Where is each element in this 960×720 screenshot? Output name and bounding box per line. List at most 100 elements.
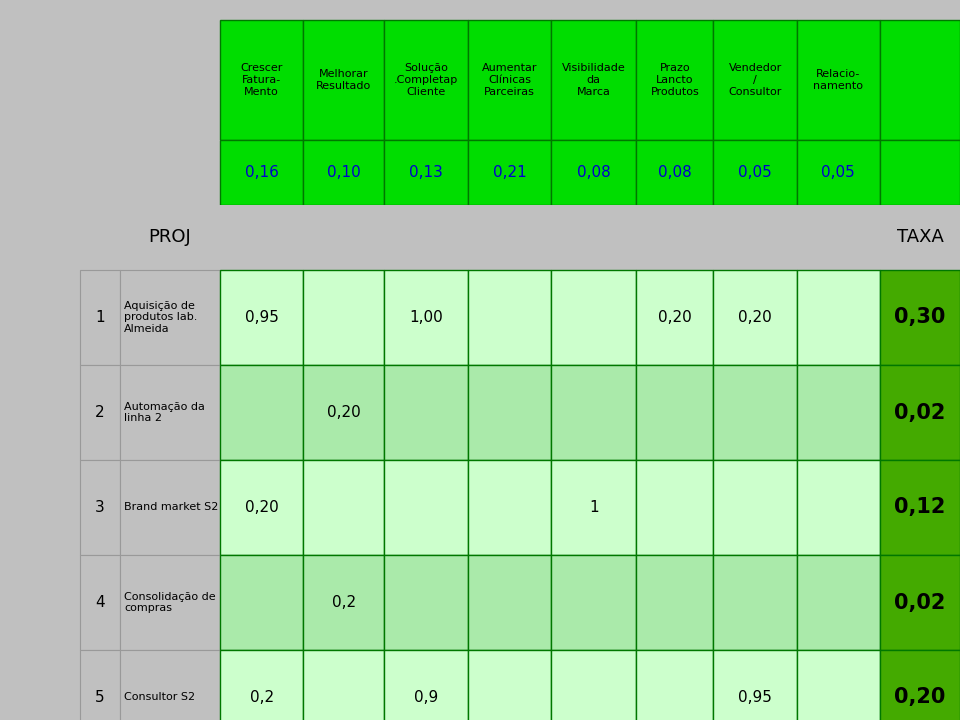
- Bar: [120, 555, 220, 650]
- Bar: [120, 270, 220, 365]
- Bar: [797, 555, 880, 650]
- Text: Brand market S2: Brand market S2: [124, 503, 218, 513]
- Text: Visibilidade
da
Marca: Visibilidade da Marca: [562, 63, 626, 96]
- Bar: [80, 270, 120, 365]
- Bar: [880, 650, 960, 720]
- Bar: [120, 205, 220, 270]
- Text: Crescer
Fatura-
Mento: Crescer Fatura- Mento: [240, 63, 283, 96]
- Bar: [468, 460, 551, 555]
- Bar: [385, 650, 468, 720]
- Text: 0,08: 0,08: [658, 165, 692, 180]
- Bar: [636, 650, 713, 720]
- Text: 0,21: 0,21: [492, 165, 526, 180]
- Bar: [551, 555, 636, 650]
- Text: 1,00: 1,00: [409, 310, 443, 325]
- Bar: [385, 140, 468, 205]
- Text: 0,05: 0,05: [822, 165, 855, 180]
- Bar: [303, 650, 385, 720]
- Bar: [220, 205, 303, 270]
- Bar: [551, 140, 636, 205]
- Bar: [303, 555, 385, 650]
- Bar: [303, 140, 385, 205]
- Bar: [468, 555, 551, 650]
- Bar: [713, 650, 797, 720]
- Bar: [713, 460, 797, 555]
- Text: 0,20: 0,20: [738, 310, 772, 325]
- Bar: [303, 270, 385, 365]
- Bar: [636, 205, 713, 270]
- Bar: [713, 270, 797, 365]
- Text: 0,2: 0,2: [332, 595, 356, 610]
- Bar: [220, 270, 303, 365]
- Bar: [220, 140, 303, 205]
- Bar: [797, 20, 880, 140]
- Bar: [551, 365, 636, 460]
- Text: 0,12: 0,12: [895, 498, 946, 518]
- Text: 2: 2: [95, 405, 105, 420]
- Bar: [636, 270, 713, 365]
- Text: TAXA: TAXA: [897, 228, 944, 246]
- Bar: [468, 205, 551, 270]
- Text: Aquisição de
produtos lab.
Almeida: Aquisição de produtos lab. Almeida: [124, 301, 198, 334]
- Bar: [713, 20, 797, 140]
- Text: 0,9: 0,9: [414, 690, 439, 705]
- Bar: [220, 460, 303, 555]
- Text: Automação da
linha 2: Automação da linha 2: [124, 402, 204, 423]
- Bar: [80, 650, 120, 720]
- Bar: [385, 365, 468, 460]
- Text: 0,95: 0,95: [245, 310, 278, 325]
- Text: Solução
.Completap
Cliente: Solução .Completap Cliente: [394, 63, 458, 96]
- Bar: [303, 20, 385, 140]
- Bar: [880, 140, 960, 205]
- Bar: [713, 555, 797, 650]
- Bar: [120, 650, 220, 720]
- Bar: [385, 20, 468, 140]
- Bar: [797, 270, 880, 365]
- Text: 0,02: 0,02: [895, 402, 946, 423]
- Text: 0,02: 0,02: [895, 593, 946, 613]
- Bar: [797, 365, 880, 460]
- Bar: [120, 365, 220, 460]
- Bar: [636, 365, 713, 460]
- Bar: [220, 365, 303, 460]
- Bar: [80, 20, 220, 140]
- Text: 0,16: 0,16: [245, 165, 278, 180]
- Bar: [385, 460, 468, 555]
- Bar: [303, 460, 385, 555]
- Text: 0,30: 0,30: [895, 307, 946, 328]
- Text: 0,20: 0,20: [327, 405, 361, 420]
- Bar: [551, 205, 636, 270]
- Bar: [468, 650, 551, 720]
- Bar: [468, 270, 551, 365]
- Bar: [551, 650, 636, 720]
- Bar: [80, 555, 120, 650]
- Text: 5: 5: [95, 690, 105, 705]
- Bar: [880, 20, 960, 140]
- Bar: [713, 365, 797, 460]
- Bar: [80, 205, 120, 270]
- Bar: [880, 205, 960, 270]
- Text: 3: 3: [95, 500, 105, 515]
- Bar: [797, 205, 880, 270]
- Bar: [120, 460, 220, 555]
- Bar: [303, 365, 385, 460]
- Bar: [468, 20, 551, 140]
- Text: 1: 1: [588, 500, 598, 515]
- Bar: [797, 140, 880, 205]
- Bar: [80, 460, 120, 555]
- Text: Consultor S2: Consultor S2: [124, 693, 195, 703]
- Text: Melhorar
Resultado: Melhorar Resultado: [316, 69, 372, 91]
- Bar: [220, 650, 303, 720]
- Text: 0,08: 0,08: [577, 165, 611, 180]
- Bar: [385, 555, 468, 650]
- Bar: [551, 20, 636, 140]
- Bar: [636, 140, 713, 205]
- Bar: [880, 460, 960, 555]
- Bar: [636, 555, 713, 650]
- Text: Aumentar
Clínicas
Parceiras: Aumentar Clínicas Parceiras: [482, 63, 538, 96]
- Text: Relacio-
namento: Relacio- namento: [813, 69, 863, 91]
- Bar: [797, 650, 880, 720]
- Bar: [636, 20, 713, 140]
- Bar: [551, 270, 636, 365]
- Text: 0,20: 0,20: [245, 500, 278, 515]
